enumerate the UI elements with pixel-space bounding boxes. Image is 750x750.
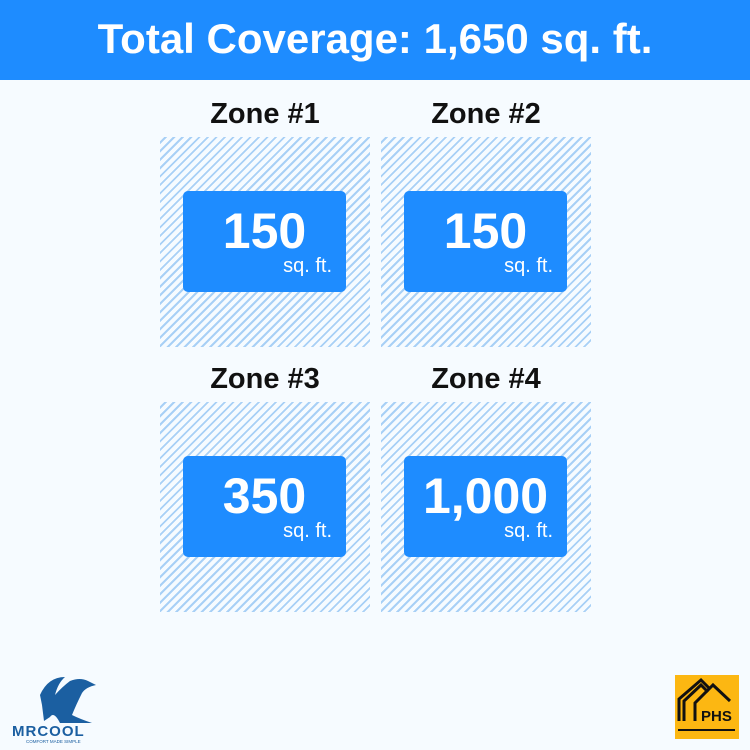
- zone-4-area-box: 1,000 sq. ft.: [404, 456, 567, 557]
- house-icon: PHS: [677, 677, 735, 731]
- zone-3-area-box: 350 sq. ft.: [183, 456, 346, 557]
- total-coverage-header: Total Coverage: 1,650 sq. ft.: [0, 0, 750, 80]
- svg-text:COMFORT MADE SIMPLE: COMFORT MADE SIMPLE: [26, 739, 81, 744]
- zone-2-value: 150: [443, 203, 528, 259]
- zone-3-label: Zone #3: [210, 363, 320, 395]
- zone-1-area-box: 150 sq. ft.: [183, 191, 346, 292]
- polar-bear-icon: MRCOOL COMFORT MADE SIMPLE: [12, 677, 96, 744]
- zone-2-label: Zone #2: [431, 98, 541, 130]
- zone-2-unit: sq. ft.: [504, 255, 553, 277]
- zone-3-unit: sq. ft.: [283, 520, 332, 542]
- zone-3-value: 350: [222, 468, 307, 524]
- zone-1-value: 150: [222, 203, 307, 259]
- zone-4-tile: 1,000 sq. ft.: [381, 402, 591, 612]
- mrcool-logo: MRCOOL COMFORT MADE SIMPLE: [10, 665, 120, 745]
- zone-3-tile: 350 sq. ft.: [160, 402, 370, 612]
- svg-text:PHS: PHS: [701, 708, 732, 725]
- zone-1-label: Zone #1: [210, 98, 320, 130]
- phs-logo: PHS: [675, 675, 739, 739]
- zone-4-label: Zone #4: [431, 363, 541, 395]
- zone-2-tile: 150 sq. ft.: [381, 137, 591, 347]
- zone-4-value: 1,000: [422, 468, 549, 524]
- zone-2-area-box: 150 sq. ft.: [404, 191, 567, 292]
- zone-4-unit: sq. ft.: [504, 520, 553, 542]
- zone-1-tile: 150 sq. ft.: [160, 137, 370, 347]
- svg-text:MRCOOL: MRCOOL: [12, 723, 85, 740]
- zone-1-unit: sq. ft.: [283, 255, 332, 277]
